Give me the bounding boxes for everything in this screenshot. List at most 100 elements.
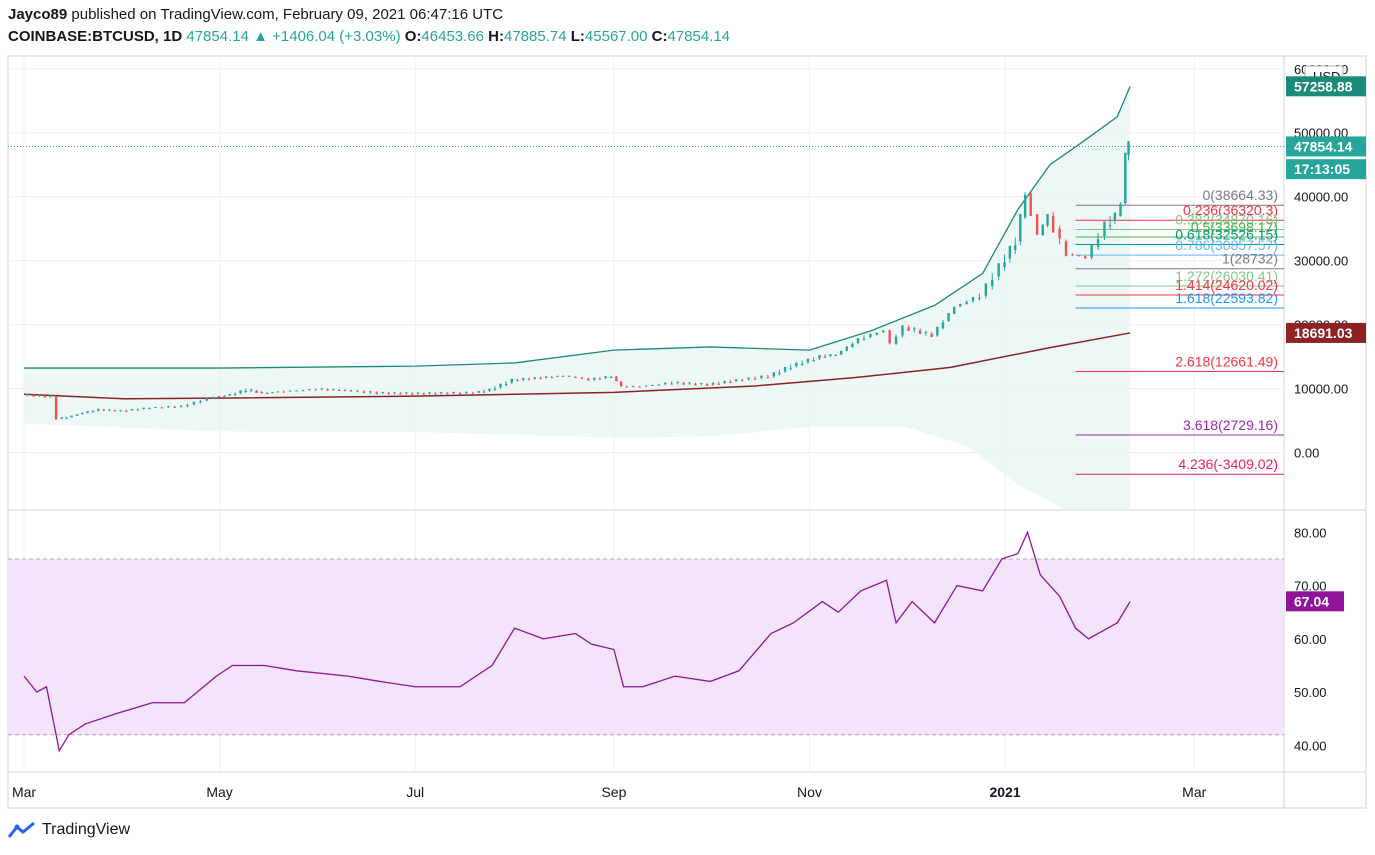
candle-body — [550, 377, 554, 379]
time-tick-label: Sep — [601, 784, 626, 800]
candle-body — [192, 401, 196, 405]
candle-body — [217, 396, 221, 398]
price-axis-tag-label: 17:13:05 — [1294, 161, 1350, 177]
rsi-value-label: 67.04 — [1294, 593, 1329, 609]
fib-level-label: 0(38664.33) — [1202, 187, 1278, 203]
last-price: 47854.14 — [186, 28, 249, 45]
candle-body — [901, 325, 904, 336]
candle-body — [308, 389, 311, 391]
candle-body — [1090, 244, 1093, 258]
candle-body — [249, 389, 253, 391]
candle-body — [130, 408, 134, 411]
fib-level-label: 0.618(32526.15) — [1175, 226, 1278, 242]
open-value: 46453.66 — [421, 28, 484, 45]
candle-body — [38, 395, 41, 397]
candle-body — [288, 390, 292, 392]
candle-body — [295, 390, 298, 392]
candle-body — [631, 385, 635, 387]
candle-body — [609, 377, 613, 379]
candle-body — [434, 393, 437, 395]
candle-body — [806, 358, 810, 363]
candle-body — [65, 417, 68, 419]
candle-body — [747, 377, 750, 380]
rsi-tick-label: 60.00 — [1294, 632, 1327, 647]
candle-body — [1029, 193, 1032, 216]
candle-body — [439, 392, 443, 394]
candle-body — [223, 395, 226, 397]
candle-body — [753, 378, 757, 380]
candle-body — [282, 391, 285, 393]
candle-body — [493, 388, 497, 390]
price-axis-tag-label: 18691.03 — [1294, 325, 1353, 341]
candle-body — [729, 381, 732, 383]
candle-body — [670, 383, 673, 385]
candle-body — [1019, 213, 1022, 242]
candle-body — [1108, 225, 1112, 227]
candle-body — [760, 375, 763, 378]
candle-body — [320, 388, 324, 390]
candle-body — [700, 383, 703, 385]
candle-body — [362, 391, 366, 394]
candle-body — [918, 330, 922, 335]
candle-body — [823, 356, 827, 358]
candle-body — [477, 391, 480, 393]
low-label: L: — [570, 28, 585, 45]
candle-body — [615, 376, 618, 382]
candle-body — [499, 383, 502, 388]
candle-body — [60, 417, 63, 419]
candle-body — [102, 409, 105, 411]
candle-body — [186, 405, 189, 407]
candle-body — [75, 414, 79, 416]
candle-body — [717, 383, 720, 385]
candle-body — [839, 350, 843, 355]
candle-body — [343, 389, 347, 391]
brand-name: TradingView — [42, 821, 131, 838]
candle-body — [148, 408, 151, 410]
candle-body — [301, 390, 305, 392]
fib-level-label: 4.236(-3409.02) — [1178, 456, 1278, 472]
published-text: published on TradingView.com, February 0… — [71, 6, 504, 23]
candle-body — [651, 384, 654, 386]
candle-body — [941, 322, 945, 329]
candle-body — [81, 413, 84, 415]
candle-body — [638, 386, 641, 388]
candle-body — [580, 377, 584, 379]
candle-body — [1014, 245, 1017, 250]
candle-body — [947, 313, 950, 322]
candle-body — [211, 397, 215, 399]
candle-body — [54, 396, 58, 420]
rsi-tick-label: 70.00 — [1294, 579, 1327, 594]
candle-body — [1084, 256, 1087, 259]
candle-body — [387, 393, 390, 395]
candle-body — [604, 376, 607, 378]
candle-body — [812, 360, 815, 362]
candle-body — [894, 336, 898, 344]
candle-body — [539, 378, 542, 380]
candle-body — [657, 384, 661, 386]
candle-body — [332, 389, 335, 391]
candle-body — [694, 383, 697, 386]
candle-body — [711, 382, 715, 385]
candle-body — [772, 372, 776, 377]
candle-body — [428, 392, 431, 394]
candle-body — [1046, 214, 1049, 226]
candle-body — [422, 393, 426, 395]
candle-body — [239, 390, 242, 394]
tradingview-logo-icon — [8, 821, 35, 838]
candle-body — [971, 297, 975, 302]
candle-body — [411, 393, 414, 395]
candle-body — [952, 307, 956, 314]
candle-body — [1103, 221, 1106, 237]
candle-body — [862, 338, 866, 340]
candle-body — [1041, 224, 1044, 236]
candle-body — [1051, 215, 1055, 233]
candle-body — [997, 263, 1000, 277]
candle-body — [369, 391, 372, 393]
candle-body — [587, 378, 590, 381]
rsi-value-tag — [1286, 591, 1344, 612]
candle-body — [405, 392, 408, 394]
candle-body — [349, 390, 353, 392]
time-tick-label: Mar — [1182, 784, 1206, 800]
candle-body — [958, 304, 962, 307]
